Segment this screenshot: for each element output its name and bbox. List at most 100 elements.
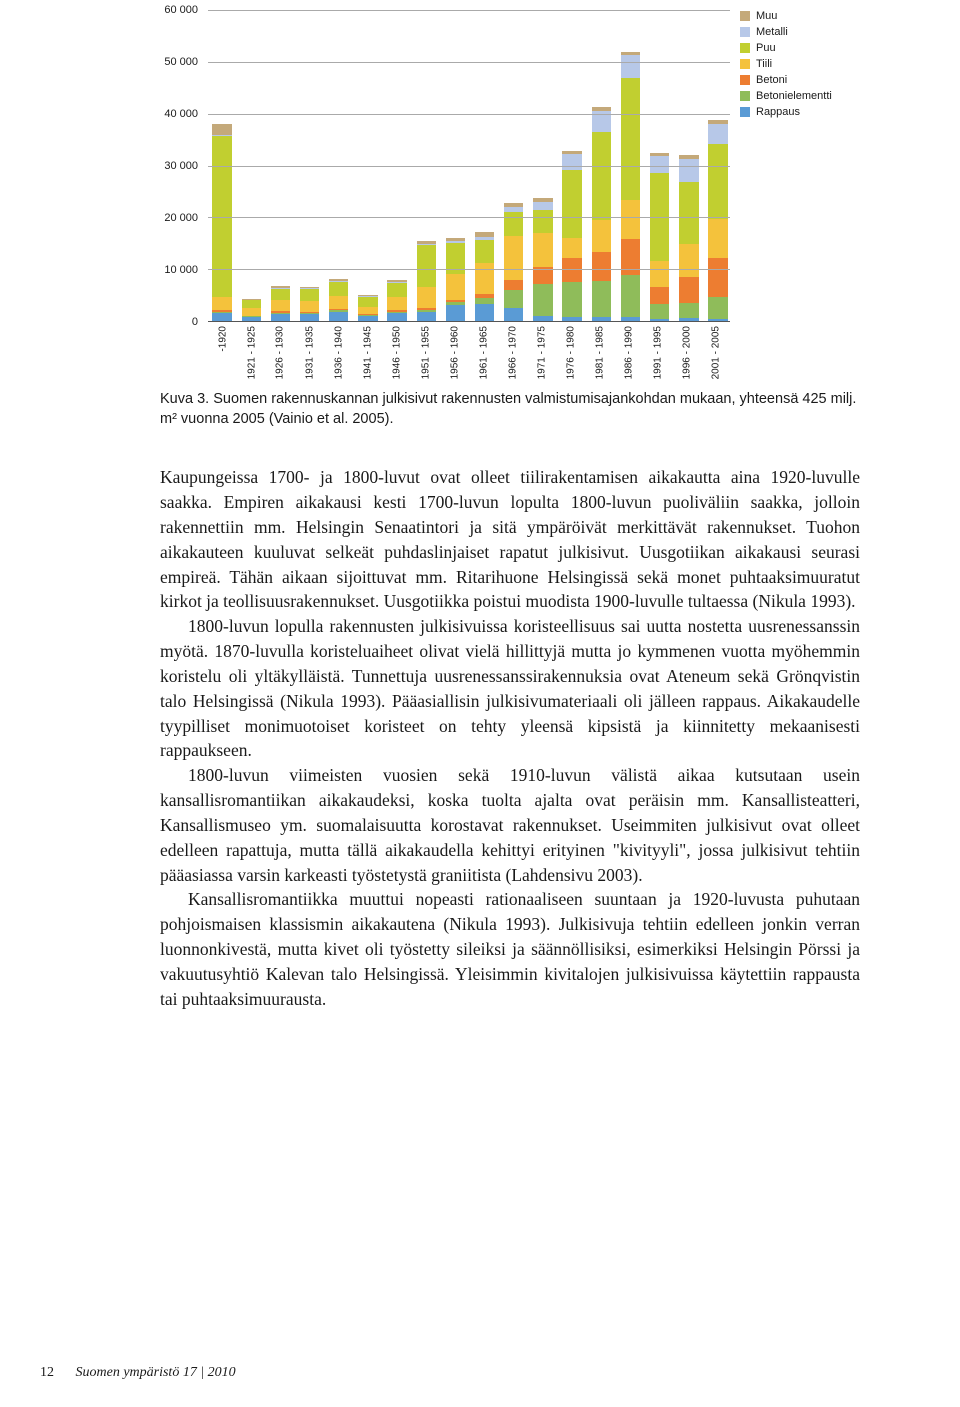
body-paragraph: Kansallisromantiikka muuttui nopeasti ra…: [160, 887, 860, 1011]
page-footer: 12 Suomen ympäristö 17 | 2010: [40, 1365, 236, 1381]
chart-bar-segment: [212, 313, 231, 321]
figure-caption: Kuva 3. Suomen rakennuskannan julkisivut…: [160, 390, 860, 429]
chart-ytick-label: 60 000: [164, 4, 198, 16]
chart-bar-segment: [708, 258, 727, 297]
chart-bar-segment: [329, 282, 348, 296]
chart-bar-segment: [592, 220, 611, 251]
chart-bar-segment: [650, 304, 669, 319]
chart-bar-segment: [679, 318, 698, 321]
chart-gridline: [208, 217, 730, 218]
body-paragraph: 1800-luvun lopulla rakennusten julkisivu…: [160, 614, 860, 763]
chart-xtick-label: 1981 - 1985: [594, 326, 605, 379]
chart-bar-segment: [708, 144, 727, 219]
chart-bar-segment: [533, 233, 552, 267]
chart-xtick-label: 1936 - 1940: [333, 326, 344, 379]
legend-swatch: [740, 59, 750, 69]
legend-label: Muu: [756, 10, 777, 22]
chart-bar-segment: [242, 308, 261, 316]
legend-label: Tiili: [756, 58, 772, 70]
chart-bar-segment: [708, 124, 727, 145]
chart-xtick-label: 1941 - 1945: [362, 326, 373, 379]
chart-bar-segment: [446, 305, 465, 321]
chart-bar-segment: [562, 258, 581, 282]
chart-bar-segment: [387, 283, 406, 298]
chart-bar-segment: [417, 312, 436, 321]
chart-xtick-label: 1951 - 1955: [420, 326, 431, 379]
chart-bar-segment: [300, 314, 319, 321]
chart-bar-segment: [708, 319, 727, 321]
chart-bar-segment: [650, 319, 669, 321]
chart-bar-segment: [650, 156, 669, 173]
chart-bar-segment: [271, 289, 290, 300]
chart-xtick-label: 1986 - 1990: [623, 326, 634, 379]
chart-bar-segment: [387, 297, 406, 310]
legend-item: Tiili: [740, 58, 860, 70]
chart-gridline: [208, 10, 730, 11]
chart-bar-segment: [650, 261, 669, 287]
chart-xtick-label: 1991 - 1995: [652, 326, 663, 379]
chart-bar-segment: [708, 297, 727, 319]
chart-bar-segment: [533, 210, 552, 233]
legend-label: Metalli: [756, 26, 788, 38]
chart-bar-segment: [708, 219, 727, 258]
body-paragraph: 1800-luvun viimeisten vuosien sekä 1910-…: [160, 763, 860, 887]
legend-swatch: [740, 11, 750, 21]
chart-bar-segment: [358, 297, 377, 307]
chart-ytick-label: 30 000: [164, 160, 198, 172]
chart-bar-segment: [417, 287, 436, 308]
chart-bar-segment: [475, 263, 494, 294]
legend-label: Puu: [756, 42, 776, 54]
legend-item: Metalli: [740, 26, 860, 38]
legend-item: Muu: [740, 10, 860, 22]
chart-xtick-label: 1966 - 1970: [507, 326, 518, 379]
legend-item: Puu: [740, 42, 860, 54]
chart-bar-segment: [417, 245, 436, 286]
chart-xtick-label: 1921 - 1925: [246, 326, 257, 379]
chart-bar-segment: [300, 301, 319, 312]
chart-bar-segment: [504, 212, 523, 235]
chart-bar-segment: [212, 136, 231, 297]
chart-bar-segment: [242, 300, 261, 308]
chart-bar-segment: [679, 277, 698, 303]
chart-bar-segment: [504, 308, 523, 321]
chart-xtick-label: 1931 - 1935: [304, 326, 315, 379]
legend-label: Betonielementti: [756, 90, 832, 102]
chart-xtick-label: 1926 - 1930: [275, 326, 286, 379]
chart-x-axis: -1920 1921 - 1925 1926 - 1930 1931 - 1935 19…: [208, 324, 730, 380]
figure-caption-text: Suomen rakennuskannan julkisivut rakennu…: [160, 391, 856, 427]
chart-bar-segment: [329, 296, 348, 309]
chart-bar-segment: [679, 303, 698, 319]
legend-label: Betoni: [756, 74, 787, 86]
chart-bar-segment: [212, 297, 231, 310]
chart-bar-segment: [446, 274, 465, 300]
legend-item: Betonielementti: [740, 90, 860, 102]
chart-ytick-label: 10 000: [164, 264, 198, 276]
chart-bar-segment: [533, 202, 552, 210]
chart-xtick-label: 1961 - 1965: [478, 326, 489, 379]
chart-bar-segment: [504, 290, 523, 307]
chart-bar-segment: [533, 284, 552, 316]
chart-bar-segment: [504, 280, 523, 290]
chart-bar-segment: [621, 200, 640, 239]
chart-bar-segment: [562, 317, 581, 321]
chart-xtick-label: 1956 - 1960: [449, 326, 460, 379]
chart-gridline: [208, 166, 730, 167]
chart-bar-segment: [621, 55, 640, 78]
chart-bar-segment: [621, 78, 640, 200]
chart-gridline: [208, 269, 730, 270]
chart-xtick-label: -1920: [217, 326, 228, 352]
chart-ytick-label: 20 000: [164, 212, 198, 224]
chart-bar-segment: [212, 124, 231, 135]
body-paragraph: Kaupungeissa 1700- ja 1800-luvut ovat ol…: [160, 465, 860, 614]
chart-bar-segment: [271, 300, 290, 311]
chart-xtick-label: 2001 - 2005: [710, 326, 721, 379]
chart-bar-segment: [358, 316, 377, 321]
chart-bar-segment: [504, 236, 523, 281]
chart-bar-segment: [592, 281, 611, 317]
body-text: Kaupungeissa 1700- ja 1800-luvut ovat ol…: [160, 465, 860, 1012]
chart-bar-segment: [271, 314, 290, 321]
chart-bar-segment: [650, 287, 669, 305]
chart-bar-segment: [592, 252, 611, 282]
chart-y-axis: 010 00020 00030 00040 00050 00060 000: [160, 10, 204, 322]
chart-xtick-label: 1971 - 1975: [536, 326, 547, 379]
